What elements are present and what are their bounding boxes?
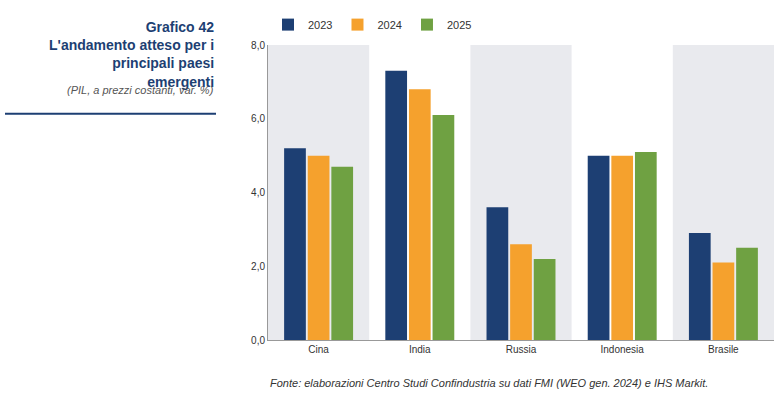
svg-text:Indonesia: Indonesia [601,344,645,355]
svg-text:2,0: 2,0 [251,261,265,272]
svg-text:India: India [409,344,431,355]
svg-text:2024: 2024 [377,19,401,31]
svg-text:8,0: 8,0 [251,40,265,51]
svg-text:Cina: Cina [308,344,329,355]
svg-text:6,0: 6,0 [251,113,265,124]
svg-text:Fonte: elaborazioni Centro Stu: Fonte: elaborazioni Centro Studi Confind… [270,377,708,389]
svg-text:2023: 2023 [308,19,332,31]
svg-text:4,0: 4,0 [251,187,265,198]
svg-text:Russia: Russia [506,344,537,355]
svg-text:0,0: 0,0 [251,335,265,346]
svg-text:(PIL, a prezzi costanti, var.: (PIL, a prezzi costanti, var. %) [67,84,214,96]
svg-text:Grafico 42L'andamento atteso p: Grafico 42L'andamento atteso per iprinci… [49,19,214,90]
svg-text:Brasile: Brasile [708,344,739,355]
svg-text:2025: 2025 [447,19,471,31]
